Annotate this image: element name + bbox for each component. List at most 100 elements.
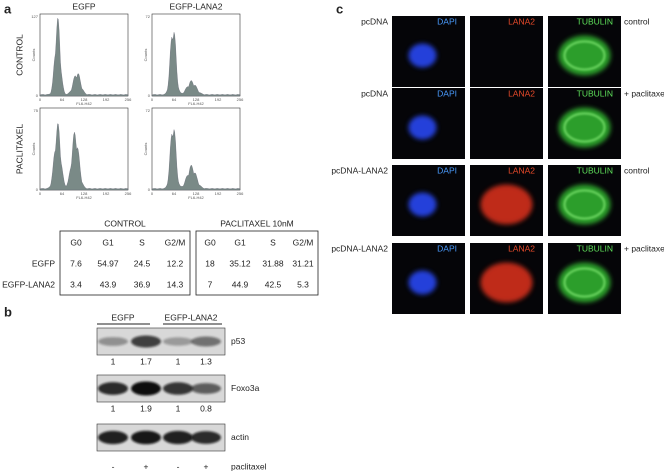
cell-signal xyxy=(408,270,437,295)
tick-label: 0 xyxy=(151,97,154,102)
row-label: pcDNA-LANA2 xyxy=(331,243,388,253)
treatment-label: paclitaxel xyxy=(231,461,267,471)
band xyxy=(131,381,161,396)
quantification: 1 xyxy=(111,356,116,366)
histogram xyxy=(39,123,129,191)
table-cell: 14.3 xyxy=(167,279,184,289)
tick-label: 64 xyxy=(172,191,177,196)
tick-label: 128 xyxy=(81,97,88,102)
table-cell: 7 xyxy=(208,279,213,289)
row-label: pcDNA xyxy=(361,88,388,98)
blot-name: p53 xyxy=(231,336,245,346)
row-label: pcDNA xyxy=(361,16,388,26)
band xyxy=(131,335,161,348)
band xyxy=(163,337,193,346)
band xyxy=(98,382,128,395)
histogram xyxy=(151,129,241,191)
quantification: 1.3 xyxy=(200,356,212,366)
panel-label: a xyxy=(4,1,12,16)
tick-label: 0 xyxy=(36,93,39,98)
panel-label: c xyxy=(336,1,343,16)
band xyxy=(163,430,193,445)
histogram-frame xyxy=(151,13,241,97)
table-header: S xyxy=(139,237,145,247)
channel-label: LANA2 xyxy=(508,165,535,175)
condition-label: control xyxy=(624,165,650,175)
tick-label: 0 xyxy=(39,97,42,102)
cell-signal xyxy=(480,184,533,225)
table-box xyxy=(195,230,319,296)
tick-label: 0 xyxy=(39,191,42,196)
quantification: 0.8 xyxy=(200,403,212,413)
histogram xyxy=(39,17,129,97)
table-header: G0 xyxy=(204,237,216,247)
table-cell: 7.6 xyxy=(70,258,82,268)
tick-label: 256 xyxy=(125,191,132,196)
group-title: CONTROL xyxy=(104,218,146,228)
table-header: G2/M xyxy=(165,237,186,247)
tick-label: 192 xyxy=(215,191,222,196)
quantification: 1.7 xyxy=(140,356,152,366)
condition-label: + paclitaxel xyxy=(624,243,664,253)
table-header: G2/M xyxy=(293,237,314,247)
channel-label: TUBULIN xyxy=(577,16,613,26)
channel-label: DAPI xyxy=(437,88,457,98)
condition-label: + paclitaxel xyxy=(624,88,664,98)
treatment: - xyxy=(177,461,180,471)
row-title: CONTROL xyxy=(14,34,24,76)
table-header: G0 xyxy=(70,237,82,247)
band xyxy=(191,431,221,444)
tick-label: 0 xyxy=(36,187,39,192)
tick-label: 72 xyxy=(146,14,151,19)
tick-label: 75 xyxy=(34,108,39,113)
table-cell: 42.5 xyxy=(265,279,282,289)
table-cell: 5.3 xyxy=(297,279,309,289)
tick-label: 128 xyxy=(193,191,200,196)
row-label: pcDNA-LANA2 xyxy=(331,165,388,175)
table-header: G1 xyxy=(234,237,246,247)
band xyxy=(163,382,193,395)
tick-label: 192 xyxy=(103,97,110,102)
tick-label: 64 xyxy=(60,191,65,196)
cell-signal xyxy=(480,262,533,303)
table-cell: 44.9 xyxy=(232,279,249,289)
cell-signal xyxy=(563,112,606,143)
tick-label: 128 xyxy=(81,191,88,196)
table-cell: 3.4 xyxy=(70,279,82,289)
table-cell: 36.9 xyxy=(134,279,151,289)
table-header: G1 xyxy=(102,237,114,247)
quantification: 1 xyxy=(111,403,116,413)
row-label: EGFP-LANA2 xyxy=(2,279,55,289)
axis-label: Counts xyxy=(31,143,36,156)
cell-signal xyxy=(408,115,437,140)
treatment: + xyxy=(204,461,209,471)
axis-label: Counts xyxy=(143,143,148,156)
tick-label: 0 xyxy=(148,187,151,192)
table-cell: 54.97 xyxy=(97,258,119,268)
axis-label: Counts xyxy=(143,49,148,62)
quantification: 1.9 xyxy=(140,403,152,413)
group-title: PACLITAXEL 10nM xyxy=(220,218,294,228)
band xyxy=(191,336,221,347)
tick-label: 128 xyxy=(193,97,200,102)
blot-name: Foxo3a xyxy=(231,383,260,393)
cell-signal xyxy=(408,192,437,217)
tick-label: 0 xyxy=(151,191,154,196)
column-title: EGFP-LANA2 xyxy=(170,1,223,11)
tick-label: 256 xyxy=(237,191,244,196)
group-label: EGFP-LANA2 xyxy=(165,312,218,322)
channel-label: TUBULIN xyxy=(577,165,613,175)
group-label: EGFP xyxy=(111,312,134,322)
column-title: EGFP xyxy=(72,1,95,11)
table-header: S xyxy=(270,237,276,247)
tick-label: 64 xyxy=(60,97,65,102)
channel-label: TUBULIN xyxy=(577,88,613,98)
axis-label: FL6-H42 xyxy=(76,101,92,106)
quantification: 1 xyxy=(176,403,181,413)
axis-label: FL6-H42 xyxy=(188,101,204,106)
table-box xyxy=(59,230,191,296)
tick-label: 0 xyxy=(148,93,151,98)
quantification: 1 xyxy=(176,356,181,366)
cell-signal xyxy=(408,43,437,68)
blot-name: actin xyxy=(231,432,249,442)
